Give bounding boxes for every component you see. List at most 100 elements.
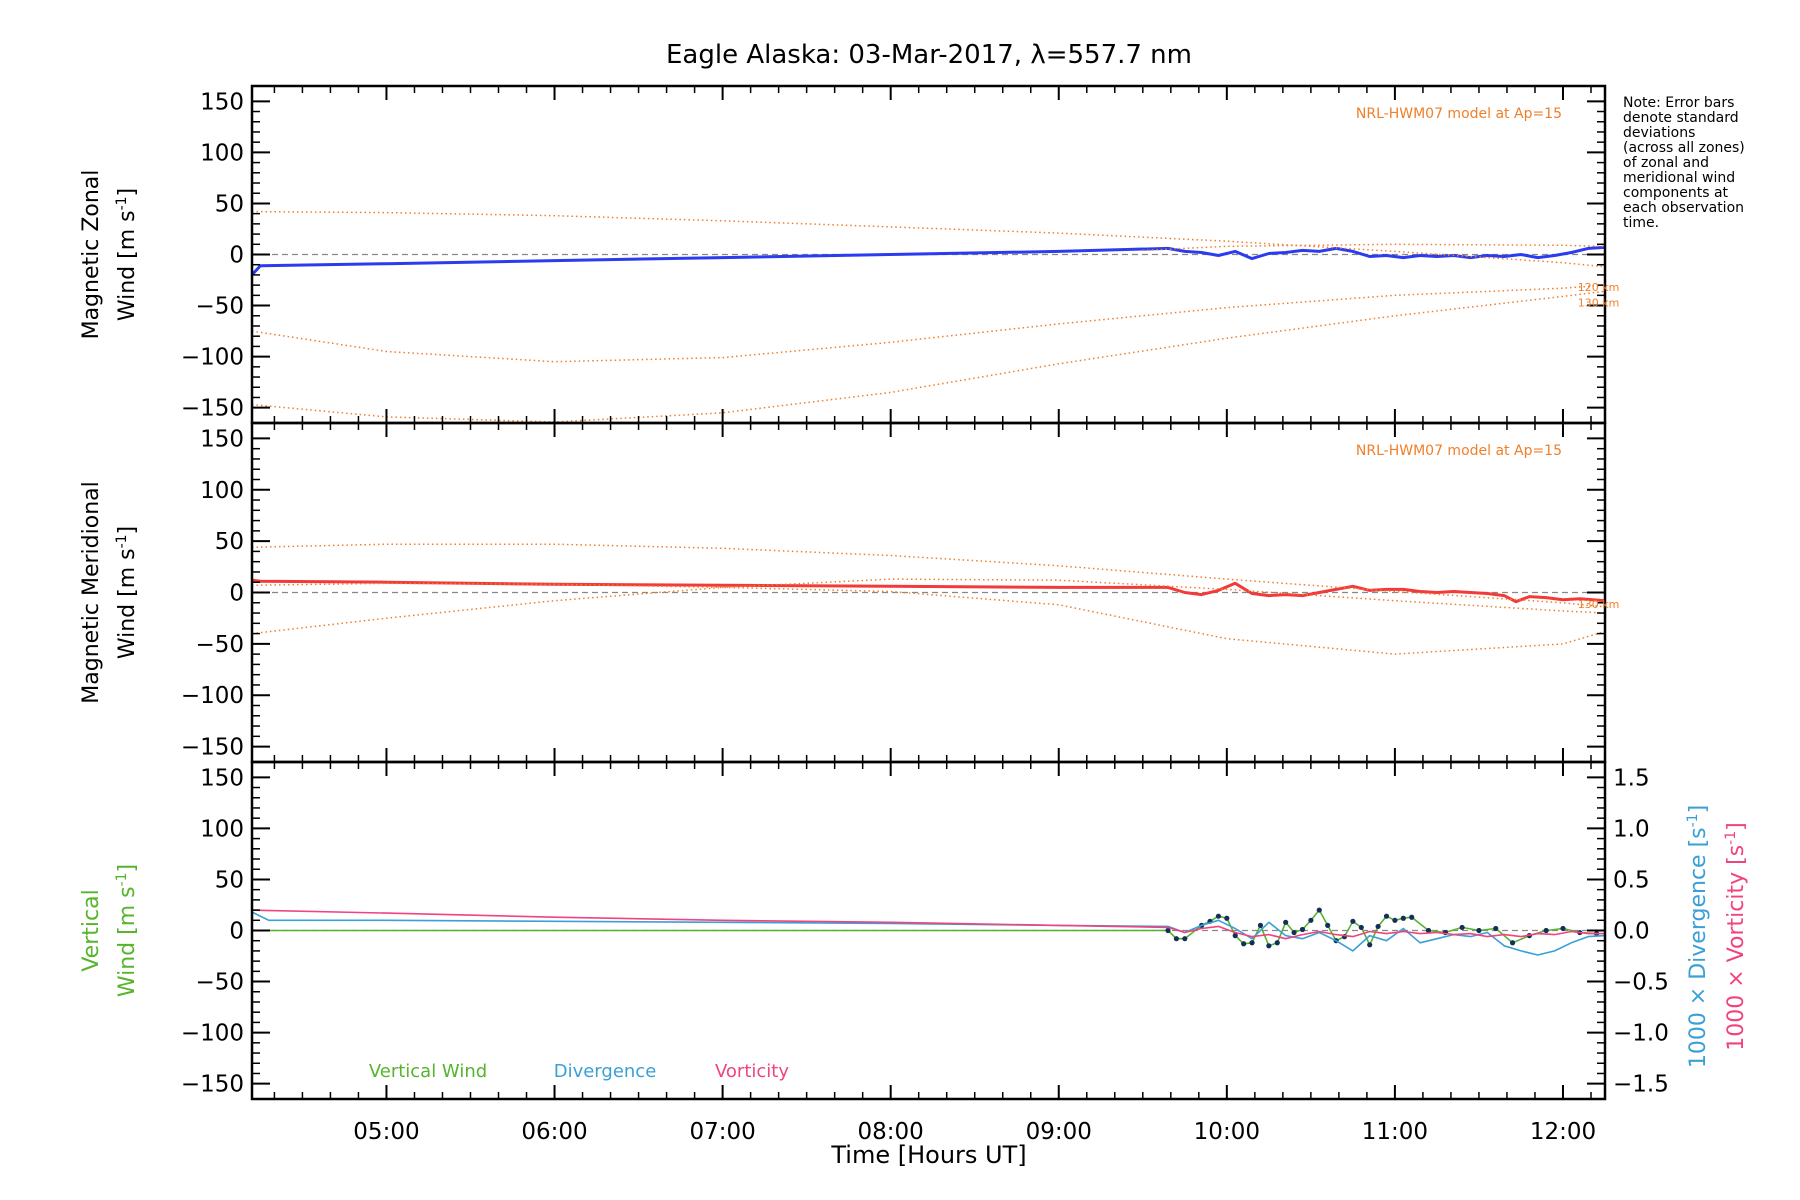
note-line: denote standard bbox=[1623, 110, 1739, 126]
x-tick-label: 05:00 bbox=[353, 1119, 419, 1145]
vertical-wind-point bbox=[1224, 915, 1230, 921]
y-tick-label: 100 bbox=[200, 478, 244, 504]
legend-divergence: Divergence bbox=[554, 1061, 657, 1082]
right-axis-label: 1000 × Vorticity [s-1] bbox=[1723, 822, 1749, 1050]
vertical-wind-point bbox=[1291, 929, 1297, 936]
y-tick-label: 150 bbox=[200, 426, 244, 452]
y-axis-label-meridional-line1: Magnetic Meridional bbox=[79, 481, 104, 703]
x-tick-label: 11:00 bbox=[1362, 1119, 1428, 1145]
vertical-wind-point bbox=[1316, 907, 1322, 913]
vertical-wind-point bbox=[1493, 925, 1499, 932]
note-line: of zonal and bbox=[1623, 155, 1709, 171]
vertical-wind-point bbox=[1325, 922, 1331, 928]
altitude-label: 130 km bbox=[1578, 296, 1620, 309]
y-tick-label: 150 bbox=[200, 765, 244, 791]
vertical-wind-point bbox=[1350, 918, 1356, 924]
y-axis-label-meridional: Magnetic Meridional Wind [m s-1] bbox=[79, 481, 140, 703]
y-axis-label-zonal-line2: Wind [m s-1] bbox=[114, 188, 140, 321]
vertical-wind-point bbox=[1392, 917, 1398, 923]
x-tick-label: 08:00 bbox=[858, 1119, 924, 1145]
y-tick-label: 0 bbox=[229, 581, 244, 607]
y-axis-label-zonal: Magnetic Zonal Wind [m s-1] bbox=[79, 170, 140, 340]
y-tick-label: −100 bbox=[181, 1021, 244, 1047]
y-tick-label: 0 bbox=[229, 919, 244, 945]
y-tick-label: 50 bbox=[215, 191, 244, 217]
vertical-wind-point bbox=[1560, 925, 1566, 932]
note-line: meridional wind bbox=[1623, 170, 1736, 186]
vertical-wind-point bbox=[1308, 917, 1314, 923]
model-line bbox=[251, 284, 1606, 363]
note-line: each observation bbox=[1623, 200, 1745, 216]
y-tick-label: 50 bbox=[215, 529, 244, 555]
altitude-label: 120 km bbox=[1578, 281, 1620, 294]
y-tick-label: 0 bbox=[229, 243, 244, 269]
x-tick-label: 12:00 bbox=[1530, 1119, 1596, 1145]
vertical-wind-point bbox=[1241, 941, 1247, 947]
vertical-wind-point bbox=[1274, 940, 1280, 946]
vertical-wind-point bbox=[1215, 913, 1222, 919]
y-tick-label: −150 bbox=[181, 1072, 244, 1098]
vertical-wind-point bbox=[1367, 942, 1373, 948]
model-label: NRL-HWM07 model at Ap=15 bbox=[1356, 443, 1562, 459]
vertical-wind-point bbox=[1266, 943, 1272, 949]
legend-vertical-wind: Vertical Wind bbox=[369, 1061, 487, 1082]
vertical-wind-point bbox=[1543, 927, 1549, 934]
y-tick-label: −100 bbox=[181, 683, 244, 709]
vertical-wind-point bbox=[1257, 922, 1264, 928]
vertical-wind-point bbox=[1182, 936, 1188, 942]
right-y-tick-label: 0.5 bbox=[1613, 867, 1650, 893]
vertical-wind-point bbox=[1165, 927, 1171, 934]
main-line bbox=[251, 578, 1606, 604]
note-line: time. bbox=[1623, 215, 1660, 231]
right-y-tick-label: −1.0 bbox=[1613, 1021, 1669, 1047]
right-y-tick-label: 1.5 bbox=[1613, 765, 1650, 791]
x-axis-label: Time [Hours UT] bbox=[830, 1141, 1026, 1169]
panel-meridional: −150 −100 −50 0 50 100 150 Magnetic Meridional W… bbox=[79, 421, 1620, 764]
panel-vertical: −150 −100 −50 0 50 100 150 Vertical Wind [m s-1]… bbox=[79, 760, 1749, 1101]
right-y-tick-label: −0.5 bbox=[1613, 970, 1669, 996]
vertical-wind-point bbox=[1232, 933, 1238, 939]
model-line bbox=[251, 290, 1606, 423]
model-line bbox=[251, 543, 1606, 608]
y-tick-label: −50 bbox=[195, 294, 244, 320]
y-tick-label: −100 bbox=[181, 345, 244, 371]
x-tick-label: 10:00 bbox=[1194, 1119, 1260, 1145]
y-tick-label: 50 bbox=[215, 867, 244, 893]
model-line bbox=[251, 578, 1606, 635]
note-line: components at bbox=[1623, 185, 1729, 201]
x-tick-label: 06:00 bbox=[521, 1119, 587, 1145]
y-tick-label: 100 bbox=[200, 816, 244, 842]
y-tick-label: −50 bbox=[195, 970, 244, 996]
right-axis-label: 1000 × Divergence [s-1] bbox=[1685, 805, 1711, 1068]
right-y-tick-label: 0.0 bbox=[1613, 919, 1650, 945]
note-line: (across all zones) bbox=[1623, 140, 1745, 156]
vertical-wind-point bbox=[1299, 926, 1306, 933]
y-tick-label: −150 bbox=[181, 735, 244, 761]
right-axis-label-text: 1000 × Divergence [s-1] bbox=[1685, 805, 1711, 1068]
panel-zonal: −150 −100 −50 0 50 100 150 Magnetic Zonal Wind [… bbox=[79, 84, 1620, 425]
vorticity-line bbox=[251, 909, 1605, 940]
x-tick-label: 07:00 bbox=[689, 1119, 755, 1145]
right-y-tick-label: −1.5 bbox=[1613, 1072, 1669, 1098]
legend-vorticity: Vorticity bbox=[715, 1061, 789, 1082]
model-line bbox=[1142, 243, 1606, 252]
y-axis-label-vertical: Vertical Wind [m s-1] bbox=[79, 864, 140, 997]
vertical-wind-point bbox=[1283, 919, 1289, 925]
right-y-tick-label: 1.0 bbox=[1613, 816, 1650, 842]
note-line: Note: Error bars bbox=[1623, 95, 1735, 111]
y-axis-label-zonal-line1: Magnetic Zonal bbox=[79, 170, 104, 340]
vertical-wind-point bbox=[1249, 940, 1255, 946]
error-bar-note: Note: Error bars denote standard deviation… bbox=[1623, 96, 1793, 231]
note-line: deviations bbox=[1623, 125, 1696, 141]
vertical-wind-point bbox=[1409, 914, 1415, 920]
y-tick-label: −150 bbox=[181, 396, 244, 422]
vertical-wind-point bbox=[1476, 927, 1482, 934]
altitude-label: 130 km bbox=[1578, 598, 1620, 611]
main-line bbox=[250, 245, 1606, 276]
y-tick-label: 150 bbox=[200, 89, 244, 115]
chart-title: Eagle Alaska: 03-Mar-2017, λ=557.7 nm bbox=[666, 40, 1192, 70]
y-axis-label-vertical-line2: Wind [m s-1] bbox=[114, 864, 140, 997]
vertical-wind-point bbox=[1375, 923, 1381, 930]
right-axis-label-text: 1000 × Vorticity [s-1] bbox=[1723, 822, 1749, 1050]
